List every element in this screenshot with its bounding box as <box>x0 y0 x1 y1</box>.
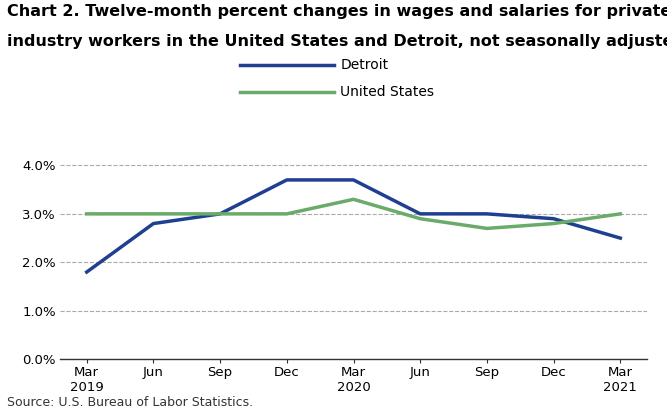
Detroit <box>149 221 157 226</box>
Text: United States: United States <box>340 85 434 99</box>
Text: industry workers in the United States and Detroit, not seasonally adjusted: industry workers in the United States an… <box>7 34 667 49</box>
United States <box>550 221 558 226</box>
United States <box>283 211 291 216</box>
United States <box>350 197 358 202</box>
United States <box>616 211 624 216</box>
Line: United States: United States <box>87 199 620 228</box>
United States <box>483 226 491 231</box>
United States <box>83 211 91 216</box>
Text: Chart 2. Twelve-month percent changes in wages and salaries for private: Chart 2. Twelve-month percent changes in… <box>7 4 667 19</box>
Detroit <box>616 236 624 241</box>
Text: Detroit: Detroit <box>340 58 388 72</box>
Detroit <box>483 211 491 216</box>
Detroit <box>283 178 291 183</box>
Line: Detroit: Detroit <box>87 180 620 272</box>
Detroit <box>83 270 91 275</box>
Detroit <box>550 216 558 221</box>
Detroit <box>350 178 358 183</box>
Text: Source: U.S. Bureau of Labor Statistics.: Source: U.S. Bureau of Labor Statistics. <box>7 396 253 409</box>
United States <box>216 211 224 216</box>
Detroit <box>216 211 224 216</box>
Detroit <box>416 211 424 216</box>
United States <box>149 211 157 216</box>
United States <box>416 216 424 221</box>
